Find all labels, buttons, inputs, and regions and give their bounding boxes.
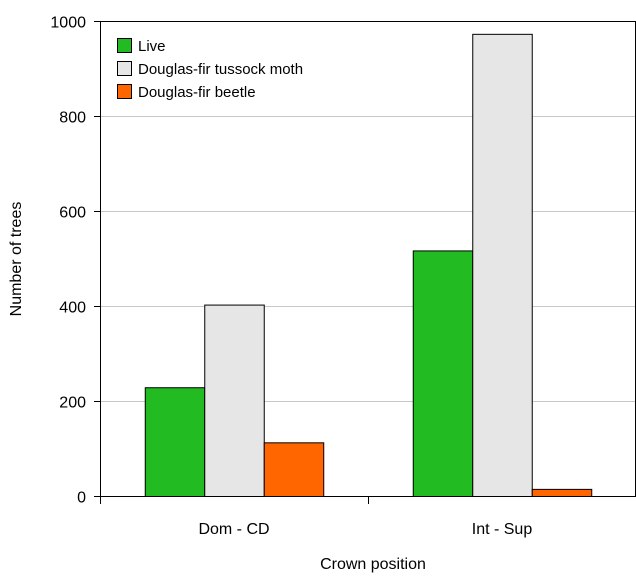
legend-label: Live [138,38,166,55]
bar-douglas-fir-tussock-moth-1 [205,305,264,496]
bar-douglas-fir-beetle-1 [264,443,323,497]
y-axis: 0 200 400 600 800 1000 [50,15,100,507]
x-axis-title: Crown position [320,556,426,573]
bars [145,34,591,496]
legend-label: Douglas-fir beetle [138,84,256,101]
x-tick-label: Dom - CD [198,521,269,538]
legend-swatch [118,85,132,99]
bar-live-1 [145,388,204,497]
y-tick-label: 1000 [50,15,86,32]
y-tick-label: 600 [59,205,86,222]
y-tick-label: 200 [59,395,86,412]
gridlines [100,22,636,402]
y-tick-label: 800 [59,110,86,127]
legend-swatch [118,39,132,53]
legend: Live Douglas-fir tussock moth Douglas-fir … [118,38,304,101]
x-axis: Dom - CD Int - Sup [101,496,636,538]
x-tick-label: Int - Sup [472,521,533,538]
bar-douglas-fir-beetle-2 [532,489,591,496]
y-tick-label: 400 [59,300,86,317]
bar-douglas-fir-tussock-moth-2 [473,34,532,496]
legend-label: Douglas-fir tussock moth [138,61,303,78]
y-axis-title: Number of trees [8,202,25,317]
bar-live-2 [413,251,472,497]
y-tick-label: 0 [77,490,86,507]
legend-swatch [118,62,132,76]
